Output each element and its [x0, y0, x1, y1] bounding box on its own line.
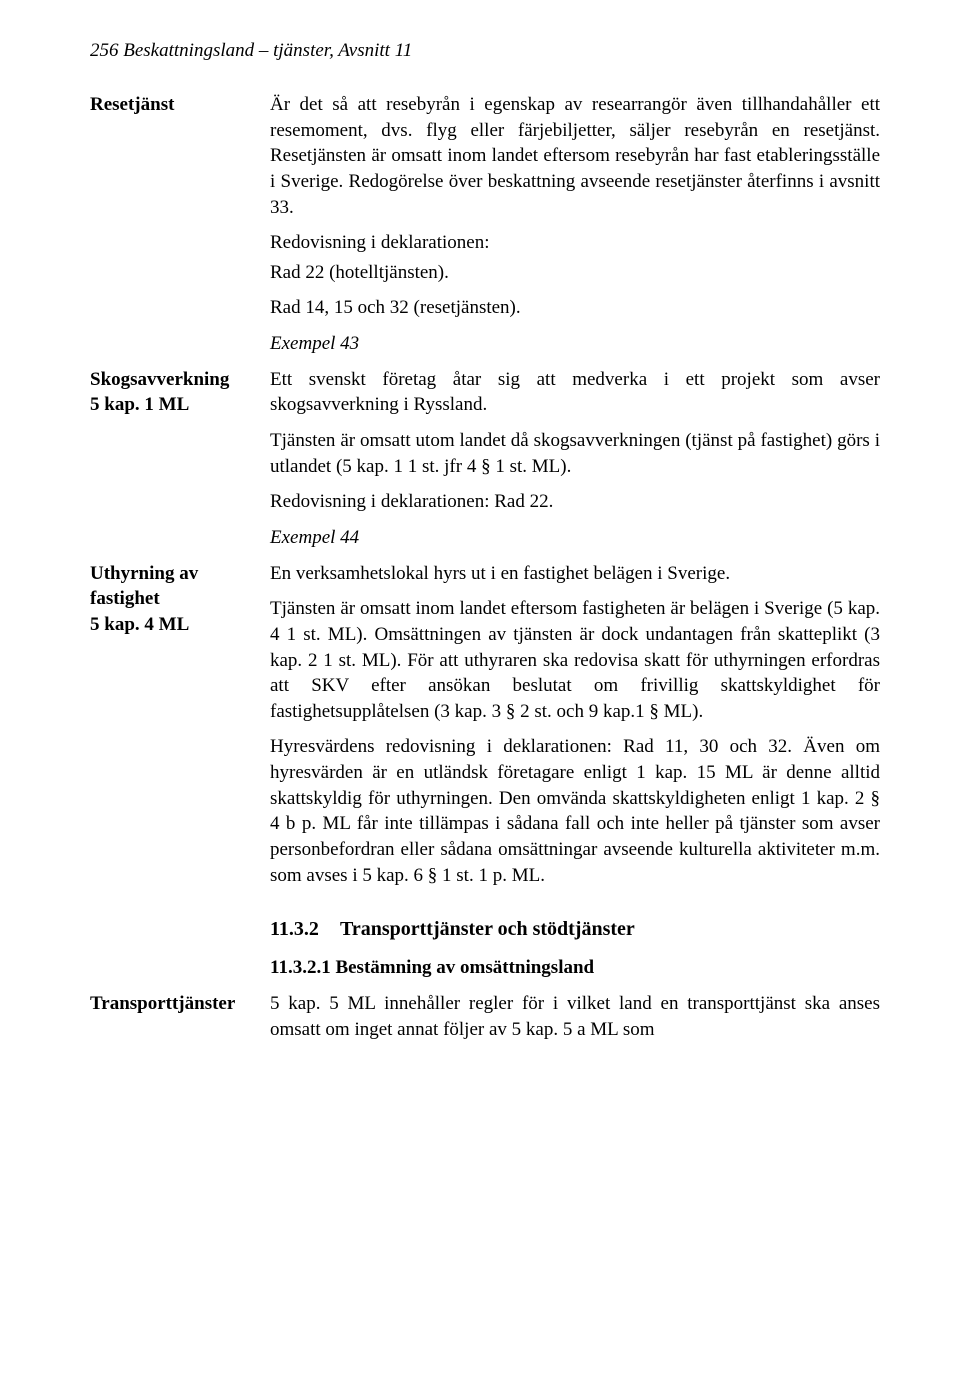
- margin-col: Skogsavverkning 5 kap. 1 ML: [90, 367, 270, 561]
- subsection-heading: 11.3.2.1 Bestämning av omsättningsland: [270, 955, 880, 981]
- para: Tjänsten är omsatt inom landet eftersom …: [270, 596, 880, 724]
- margin-label-skog: Skogsavverkning 5 kap. 1 ML: [90, 367, 250, 418]
- margin-col: Transporttjänster: [90, 991, 270, 1042]
- margin-line: 5 kap. 1 ML: [90, 394, 189, 415]
- margin-col: [90, 898, 270, 991]
- para: Är det så att resebyrån i egenskap av re…: [270, 92, 880, 220]
- section-heading: 11.3.2 Transporttjänster och stödtjänste…: [270, 916, 880, 943]
- row-transport: Transporttjänster 5 kap. 5 ML innehåller…: [90, 991, 880, 1042]
- row-skog: Skogsavverkning 5 kap. 1 ML Ett svenskt …: [90, 367, 880, 561]
- section-number: 11.3.2: [270, 916, 340, 943]
- section-title: Transporttjänster och stödtjänster: [340, 916, 635, 943]
- margin-col: Uthyrning av fastighet 5 kap. 4 ML: [90, 561, 270, 899]
- para: Redovisning i deklarationen:: [270, 230, 880, 256]
- row-resetjanst: Resetjänst Är det så att resebyrån i ege…: [90, 92, 880, 367]
- page: 256 Beskattningsland – tjänster, Avsnitt…: [0, 0, 960, 1082]
- body-col: 11.3.2 Transporttjänster och stödtjänste…: [270, 898, 880, 991]
- margin-label-uthyrning: Uthyrning av fastighet 5 kap. 4 ML: [90, 561, 250, 638]
- margin-line: Uthyrning av: [90, 563, 198, 584]
- para: 5 kap. 5 ML innehåller regler för i vilk…: [270, 991, 880, 1042]
- para: Rad 22 (hotelltjänsten).: [270, 260, 880, 286]
- body-col: Är det så att resebyrån i egenskap av re…: [270, 92, 880, 367]
- para: Ett svenskt företag åtar sig att medverk…: [270, 367, 880, 418]
- page-header: 256 Beskattningsland – tjänster, Avsnitt…: [90, 40, 880, 62]
- example-label: Exempel 43: [270, 331, 880, 357]
- body-col: Ett svenskt företag åtar sig att medverk…: [270, 367, 880, 561]
- margin-line: 5 kap. 4 ML: [90, 614, 189, 635]
- body-col: 5 kap. 5 ML innehåller regler för i vilk…: [270, 991, 880, 1042]
- margin-label-resetjanst: Resetjänst: [90, 92, 250, 118]
- margin-col: Resetjänst: [90, 92, 270, 367]
- row-uthyrning: Uthyrning av fastighet 5 kap. 4 ML En ve…: [90, 561, 880, 899]
- para: En verksamhetslokal hyrs ut i en fastigh…: [270, 561, 880, 587]
- margin-label-transport: Transporttjänster: [90, 991, 250, 1017]
- para: Hyresvärdens redovisning i deklarationen…: [270, 734, 880, 888]
- body-col: En verksamhetslokal hyrs ut i en fastigh…: [270, 561, 880, 899]
- margin-line: fastighet: [90, 588, 160, 609]
- example-label: Exempel 44: [270, 525, 880, 551]
- para: Redovisning i deklarationen: Rad 22.: [270, 489, 880, 515]
- para: Tjänsten är omsatt utom landet då skogsa…: [270, 428, 880, 479]
- row-section: 11.3.2 Transporttjänster och stödtjänste…: [90, 898, 880, 991]
- margin-line: Skogsavverkning: [90, 369, 229, 390]
- para: Rad 14, 15 och 32 (resetjänsten).: [270, 295, 880, 321]
